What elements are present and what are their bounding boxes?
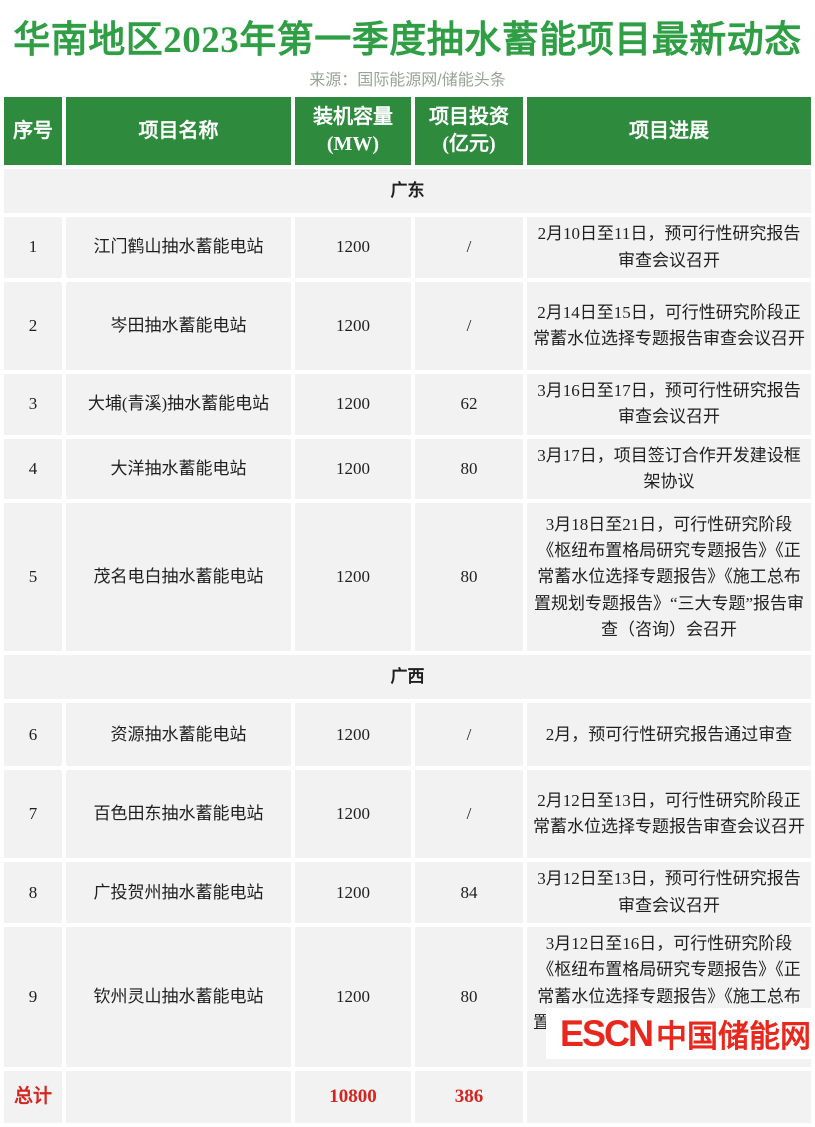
header-no-label: 序号 [13, 119, 53, 142]
table-row: 4 大洋抽水蓄能电站 1200 80 3月17日，项目签订合作开发建设框架协议 [4, 438, 811, 500]
table-row: 1 江门鹤山抽水蓄能电站 1200/2月10日至11日，预可行性研究报告审查会议召开 [4, 217, 811, 278]
progress-cell: 2月12日至13日，可行性研究阶段正常蓄水位选择专题报告审查会议召开 [527, 770, 811, 859]
table-row: 7 百色田东抽水蓄能电站 1200/2月12日至13日，可行性研究阶段正常蓄水位选择… [4, 770, 811, 859]
project-name-cell: 钦州灵山抽水蓄能电站 [66, 927, 291, 1067]
capacity-cell: 1200 [295, 217, 411, 278]
table-header: 序号 项目名称 装机容量 (MW) 项目投资 (亿元) 项目进展 [4, 97, 811, 165]
header-no: 序号 [4, 97, 62, 165]
progress-cell: 2月14日至15日，可行性研究阶段正常蓄水位选择专题报告审查会议召开 [527, 282, 811, 370]
page-title: 华南地区2023年第一季度抽水蓄能项目最新动态 [13, 20, 802, 61]
header-investment-label: 项目投资 [429, 106, 509, 128]
investment-cell: 80 [415, 503, 523, 652]
row-number-cell: 6 [4, 703, 62, 767]
progress-cell: 2月，预可行性研究报告通过审查 [527, 703, 811, 767]
escn-logo-name: 中国储能网 [656, 1019, 811, 1054]
header-capacity-unit: (MW) [326, 133, 380, 155]
investment-cell: / [415, 282, 523, 370]
header-capacity: 装机容量 (MW) [295, 97, 411, 165]
capacity-cell: 1200 [295, 862, 411, 924]
total-capacity-cell: 10800 [295, 1070, 411, 1123]
progress-cell: 3月12日至13日，预可行性研究报告审查会议召开 [527, 862, 811, 924]
project-name-cell: 岑田抽水蓄能电站 [66, 282, 291, 370]
capacity-cell: 1200 [295, 703, 411, 767]
progress-cell: 2月10日至11日，预可行性研究报告审查会议召开 [527, 217, 811, 278]
section-label: 广东 [4, 169, 811, 213]
project-name-cell: 茂名电白抽水蓄能电站 [66, 503, 291, 652]
project-name-cell: 资源抽水蓄能电站 [66, 703, 291, 767]
header-project-name-label: 项目名称 [138, 119, 219, 142]
investment-cell: 80 [415, 927, 523, 1067]
projects-table: 序号 项目名称 装机容量 (MW) 项目投资 (亿元) 项目进展 广东 1 江门鹤山抽水… [0, 93, 815, 1127]
row-number-cell: 9 [4, 927, 62, 1067]
header-progress-label: 项目进展 [629, 119, 709, 142]
source-line: 来源：国际能源网/储能头条 [309, 72, 506, 89]
table-row: 5 茂名电白抽水蓄能电站 1200 80 3月18日至21日，可行性研究阶段《枢纽布置格… [4, 503, 811, 652]
project-name-cell: 百色田东抽水蓄能电站 [66, 770, 291, 859]
capacity-cell: 1200 [295, 374, 411, 435]
capacity-cell: 1200 [295, 438, 411, 500]
capacity-cell: 1200 [295, 770, 411, 859]
row-number-cell: 7 [4, 770, 62, 859]
escn-logo: ESCN 中国储能网 [545, 1008, 815, 1059]
progress-cell: 3月16日至17日，预可行性研究报告审查会议召开 [527, 374, 811, 435]
progress-cell: 3月18日至21日，可行性研究阶段《枢纽布置格局研究专题报告》《正常蓄水位选择专… [527, 503, 811, 652]
investment-cell: / [415, 770, 523, 859]
total-label-cell: 总计 [4, 1070, 62, 1123]
total-row: 总计 10800 386 [4, 1070, 811, 1123]
total-progress-cell [527, 1070, 811, 1123]
section-row: 广东 [4, 169, 811, 213]
header-row: 序号 项目名称 装机容量 (MW) 项目投资 (亿元) 项目进展 [4, 97, 811, 165]
project-name-cell: 江门鹤山抽水蓄能电站 [66, 217, 291, 278]
row-number-cell: 8 [4, 862, 62, 924]
row-number-cell: 4 [4, 438, 62, 500]
total-investment-cell: 386 [415, 1070, 523, 1123]
investment-cell: 62 [415, 374, 523, 435]
capacity-cell: 1200 [295, 282, 411, 370]
table-row: 8 广投贺州抽水蓄能电站 1200 84 3月12日至13日，预可行性研究报告审查会议召… [4, 862, 811, 924]
header-project-name: 项目名称 [66, 97, 291, 165]
header-investment: 项目投资 (亿元) [415, 97, 523, 165]
section-row: 广西 [4, 655, 811, 700]
row-number-cell: 5 [4, 503, 62, 652]
capacity-cell: 1200 [295, 927, 411, 1067]
row-number-cell: 3 [4, 374, 62, 435]
capacity-cell: 1200 [295, 503, 411, 652]
investment-cell: / [415, 217, 523, 278]
table-row: 3 大埔(青溪)抽水蓄能电站 1200 62 3月16日至17日，预可行性研究报告审查会… [4, 374, 811, 435]
section-label: 广西 [4, 655, 811, 700]
header-progress: 项目进展 [527, 97, 811, 165]
escn-logo-text: ESCN [559, 1012, 654, 1054]
project-name-cell: 广投贺州抽水蓄能电站 [66, 862, 291, 924]
investment-cell: 80 [415, 438, 523, 500]
progress-cell: 3月17日，项目签订合作开发建设框架协议 [527, 438, 811, 500]
header-investment-unit: (亿元) [442, 133, 496, 155]
project-name-cell: 大洋抽水蓄能电站 [66, 438, 291, 500]
total-empty-cell [66, 1070, 291, 1123]
row-number-cell: 1 [4, 217, 62, 278]
header-capacity-label: 装机容量 [313, 106, 393, 128]
table-body: 广东 1 江门鹤山抽水蓄能电站 1200/2月10日至11日，预可行性研究报告审查会议… [4, 169, 811, 1123]
project-name-cell: 大埔(青溪)抽水蓄能电站 [66, 374, 291, 435]
table-row: 6 资源抽水蓄能电站 1200/2月，预可行性研究报告通过审查 [4, 703, 811, 767]
investment-cell: / [415, 703, 523, 767]
table-row: 2 岑田抽水蓄能电站 1200/2月14日至15日，可行性研究阶段正常蓄水位选择专题… [4, 282, 811, 370]
investment-cell: 84 [415, 862, 523, 924]
row-number-cell: 2 [4, 282, 62, 370]
